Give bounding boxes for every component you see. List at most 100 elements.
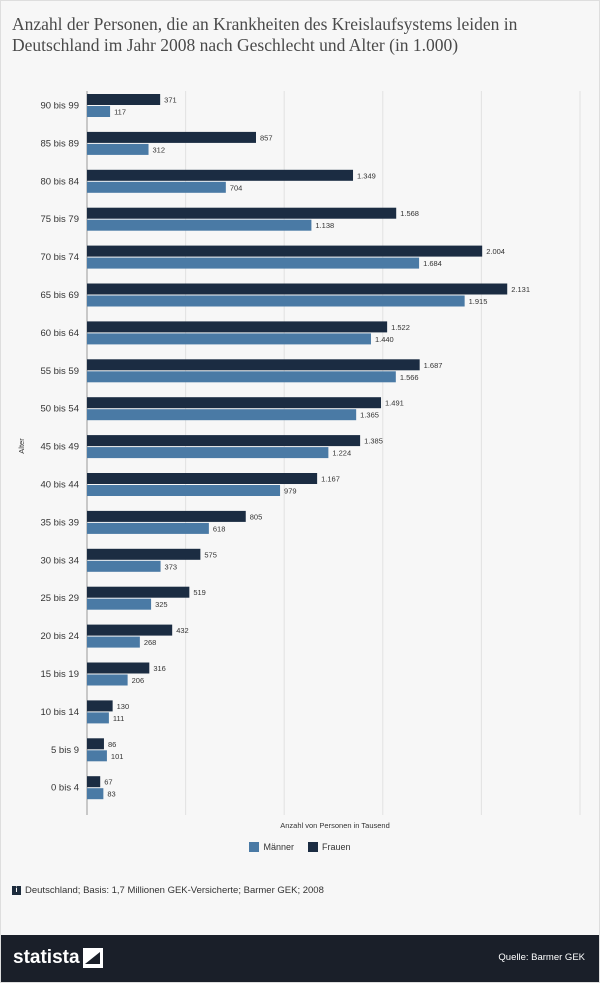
bar-frauen[interactable]: [87, 321, 388, 333]
bar-frauen[interactable]: [87, 586, 190, 598]
bar-maenner[interactable]: [87, 598, 152, 610]
bar-maenner[interactable]: [87, 712, 109, 724]
data-label-frauen: 86: [108, 740, 116, 749]
bars: [87, 94, 508, 800]
data-label-maenner: 111: [113, 714, 124, 723]
data-label-frauen: 130: [117, 702, 130, 711]
data-label-maenner: 1.440: [375, 335, 394, 344]
bar-frauen[interactable]: [87, 131, 257, 143]
data-label-frauen: 371: [164, 96, 177, 105]
legend-label-frauen: Frauen: [321, 842, 351, 852]
bar-frauen[interactable]: [87, 624, 173, 636]
legend-swatch-maenner: [249, 842, 260, 852]
bar-maenner[interactable]: [87, 333, 371, 345]
data-label-maenner: 1.915: [469, 297, 488, 306]
bar-frauen[interactable]: [87, 738, 104, 750]
category-label: 45 bis 49: [40, 442, 79, 453]
data-label-maenner: 1.365: [360, 411, 379, 420]
bar-maenner[interactable]: [87, 674, 128, 686]
bar-frauen[interactable]: [87, 397, 382, 409]
bar-frauen[interactable]: [87, 662, 150, 674]
legend-label-maenner: Männer: [263, 842, 294, 852]
bar-frauen[interactable]: [87, 245, 483, 257]
bar-maenner[interactable]: [87, 295, 465, 307]
data-label-frauen: 1.167: [321, 475, 340, 484]
data-label-frauen: 1.491: [385, 399, 404, 408]
category-label: 85 bis 89: [40, 138, 79, 149]
logo-text: statista: [13, 947, 80, 968]
category-label: 10 bis 14: [40, 707, 79, 718]
bar-maenner[interactable]: [87, 560, 161, 572]
bar-frauen[interactable]: [87, 169, 354, 181]
data-label-maenner: 83: [107, 790, 115, 799]
bar-maenner[interactable]: [87, 409, 357, 421]
bar-maenner[interactable]: [87, 636, 140, 648]
bar-frauen[interactable]: [87, 359, 420, 371]
category-label: 50 bis 54: [40, 404, 79, 415]
data-label-frauen: 1.385: [364, 437, 383, 446]
data-label-frauen: 316: [153, 664, 166, 673]
footnote-text: Deutschland; Basis: 1,7 Millionen GEK-Ve…: [25, 885, 324, 896]
data-label-maenner: 704: [230, 183, 243, 192]
data-label-maenner: 373: [165, 562, 178, 571]
bar-maenner[interactable]: [87, 219, 312, 231]
data-label-frauen: 67: [104, 778, 112, 787]
bar-frauen[interactable]: [87, 435, 361, 447]
category-label: 80 bis 84: [40, 176, 79, 187]
bar-frauen[interactable]: [87, 548, 201, 560]
category-label: 75 bis 79: [40, 214, 79, 225]
data-label-frauen: 519: [193, 588, 206, 597]
data-label-frauen: 1.349: [357, 171, 376, 180]
bar-maenner[interactable]: [87, 788, 104, 800]
bar-maenner[interactable]: [87, 522, 209, 534]
data-label-frauen: 2.004: [486, 247, 505, 256]
data-label-frauen: 2.131: [511, 285, 530, 294]
labels: 90 bis 99 371 117 85 bis 89 857 312 80 bis 84 1…: [40, 96, 530, 799]
category-label: 40 bis 44: [40, 480, 79, 491]
legend-item-frauen[interactable]: Frauen: [307, 842, 351, 852]
statista-logo[interactable]: statista: [13, 947, 103, 969]
bar-frauen[interactable]: [87, 510, 246, 522]
data-label-maenner: 101: [111, 752, 124, 761]
legend-item-maenner[interactable]: Männer: [249, 842, 294, 852]
data-label-frauen: 1.522: [391, 323, 410, 332]
bar-maenner[interactable]: [87, 143, 149, 155]
bar-maenner[interactable]: [87, 257, 420, 269]
bar-maenner[interactable]: [87, 106, 111, 117]
data-label-maenner: 618: [213, 524, 226, 533]
data-label-maenner: 325: [155, 600, 168, 609]
data-label-maenner: 268: [144, 638, 157, 647]
bar-maenner[interactable]: [87, 447, 329, 459]
footnote: i Deutschland; Basis: 1,7 Millionen GEK-…: [12, 885, 324, 896]
category-label: 0 bis 4: [51, 783, 79, 794]
bar-frauen[interactable]: [87, 700, 113, 712]
bar-maenner[interactable]: [87, 750, 107, 762]
data-label-maenner: 979: [284, 487, 297, 496]
data-label-maenner: 1.224: [332, 449, 351, 458]
bar-frauen[interactable]: [87, 207, 397, 219]
category-label: 25 bis 29: [40, 593, 79, 604]
legend-swatch-frauen: [307, 842, 318, 852]
data-label-maenner: 312: [153, 145, 166, 154]
category-label: 20 bis 24: [40, 631, 79, 642]
statista-logo-icon: [82, 948, 103, 968]
data-label-frauen: 1.687: [424, 361, 443, 370]
bar-frauen[interactable]: [87, 94, 161, 105]
bar-maenner[interactable]: [87, 371, 396, 383]
bar-maenner[interactable]: [87, 485, 281, 496]
x-axis-title: Anzahl von Personen in Tausend: [280, 821, 390, 830]
data-label-maenner: 206: [132, 676, 145, 685]
data-label-maenner: 117: [114, 108, 126, 117]
data-label-frauen: 432: [176, 626, 189, 635]
legend: Männer Frauen: [0, 842, 600, 852]
data-label-frauen: 857: [260, 133, 273, 142]
bar-frauen[interactable]: [87, 473, 318, 484]
data-label-maenner: 1.566: [400, 373, 419, 382]
category-label: 90 bis 99: [40, 101, 79, 112]
bar-frauen[interactable]: [87, 283, 508, 295]
bar-maenner[interactable]: [87, 181, 226, 193]
category-label: 70 bis 74: [40, 252, 79, 263]
info-icon: i: [12, 886, 21, 895]
bar-frauen[interactable]: [87, 776, 101, 788]
